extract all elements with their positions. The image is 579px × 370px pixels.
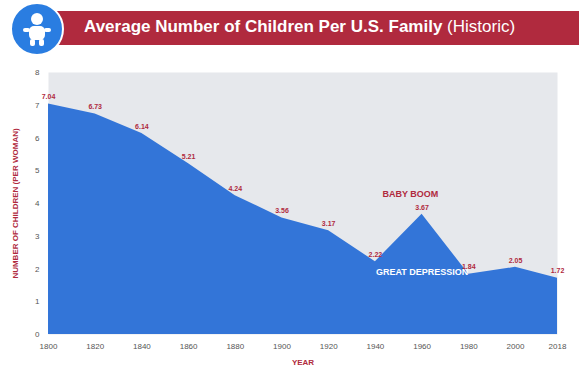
svg-text:1980: 1980 — [460, 342, 478, 351]
svg-text:2: 2 — [35, 265, 40, 274]
svg-text:3.17: 3.17 — [322, 220, 336, 227]
svg-text:NUMBER OF CHILDREN (PER WOMAN): NUMBER OF CHILDREN (PER WOMAN) — [11, 128, 20, 279]
svg-text:5.21: 5.21 — [182, 153, 196, 160]
html-text:Average Number of Children Per: Average Number of Children Per U.S. Fami… — [84, 17, 516, 36]
svg-text:1940: 1940 — [366, 342, 384, 351]
svg-text:0: 0 — [35, 330, 40, 339]
svg-text:7.04: 7.04 — [42, 93, 56, 100]
svg-text:1.84: 1.84 — [462, 263, 476, 271]
svg-text:7: 7 — [35, 101, 40, 110]
svg-text:8: 8 — [35, 68, 40, 77]
svg-text:1860: 1860 — [180, 342, 198, 351]
svg-text:5: 5 — [35, 166, 40, 175]
svg-text:3: 3 — [35, 232, 40, 241]
svg-text:6.73: 6.73 — [88, 103, 102, 110]
svg-text:2000: 2000 — [507, 342, 525, 351]
svg-text:1.72: 1.72 — [551, 267, 565, 274]
svg-text:2.05: 2.05 — [509, 257, 523, 264]
svg-text:6.14: 6.14 — [135, 123, 149, 130]
svg-text:3.67: 3.67 — [415, 204, 429, 211]
svg-text:2018: 2018 — [549, 342, 567, 351]
svg-text:1800: 1800 — [40, 342, 58, 351]
svg-text:3.56: 3.56 — [275, 207, 289, 214]
svg-text:1960: 1960 — [413, 342, 431, 351]
svg-text:1: 1 — [35, 297, 40, 306]
svg-text:BABY BOOM: BABY BOOM — [382, 189, 438, 199]
svg-text:GREAT DEPRESSION: GREAT DEPRESSION — [376, 267, 468, 277]
svg-text:1900: 1900 — [273, 342, 291, 351]
svg-text:2.22: 2.22 — [369, 251, 383, 258]
svg-text:YEAR: YEAR — [292, 358, 314, 367]
svg-text:4: 4 — [35, 199, 40, 208]
svg-text:1920: 1920 — [320, 342, 338, 351]
svg-text:1880: 1880 — [226, 342, 244, 351]
svg-text:1820: 1820 — [86, 342, 104, 351]
svg-text:1840: 1840 — [133, 342, 151, 351]
svg-text:4.24: 4.24 — [228, 185, 242, 192]
svg-text:6: 6 — [35, 134, 40, 143]
